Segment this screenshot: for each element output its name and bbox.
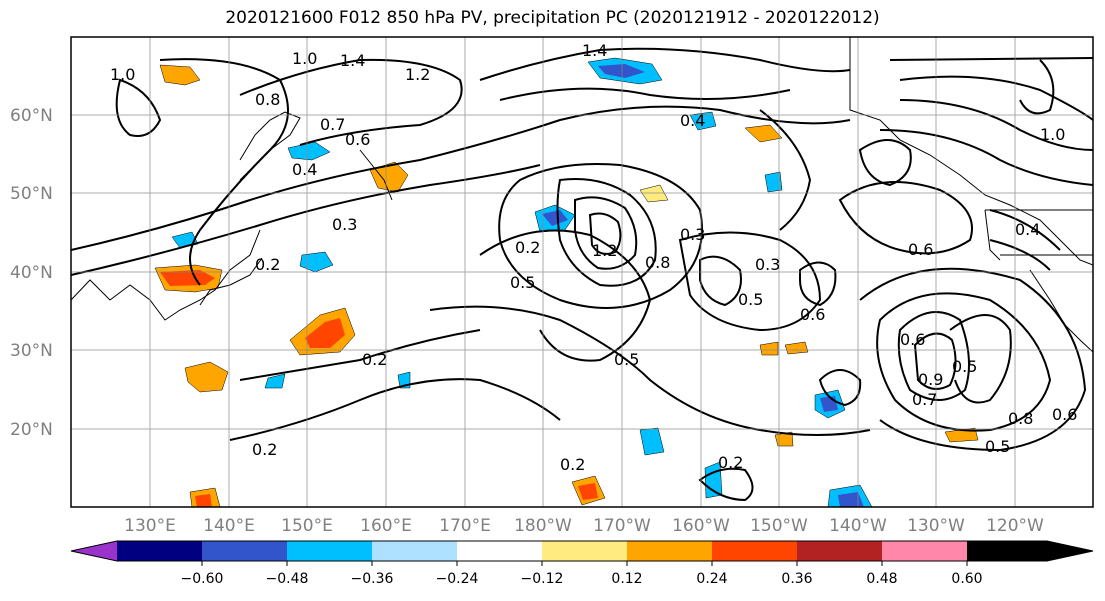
contour-label: 0.5 — [510, 273, 535, 292]
contour-label: 1.4 — [582, 41, 607, 60]
contour-label: 0.4 — [292, 160, 317, 179]
lon-label: 140°E — [203, 516, 255, 536]
colorbar-outline — [70, 540, 1094, 562]
colorbar-segment — [882, 541, 967, 561]
lon-label: 120°W — [986, 516, 1044, 536]
contour-label: 0.2 — [718, 453, 743, 472]
colorbar-tick-label: −0.60 — [181, 571, 224, 587]
colorbar-segment — [457, 541, 542, 561]
colorbar-segment — [71, 541, 117, 561]
contour-label: 0.2 — [560, 455, 585, 474]
contour-label: 0.4 — [680, 111, 705, 130]
colorbar-segment — [967, 541, 1093, 561]
colorbar-ticks — [201, 561, 968, 566]
contour-label: 0.8 — [1008, 409, 1033, 428]
pv-contours — [71, 47, 1093, 502]
lon-label: 180°W — [514, 516, 572, 536]
contour-label: 1.2 — [405, 65, 430, 84]
map-border — [70, 36, 1094, 508]
contour-label: 1.0 — [292, 49, 317, 68]
longitude-labels: 130°E 140°E 150°E 160°E 170°E 180°W 170°… — [124, 516, 1044, 536]
contour-label: 0.3 — [680, 225, 705, 244]
contour-label: 0.7 — [912, 390, 937, 409]
lat-label-20n: 20°N — [10, 420, 53, 440]
colorbar-tick-label: 0.48 — [866, 571, 897, 587]
lon-label: 150°E — [281, 516, 333, 536]
lat-label-40n: 40°N — [10, 263, 53, 283]
contour-labels: 1.0 1.4 1.2 0.8 0.6 0.4 0.3 0.2 0.5 0.7 … — [110, 41, 1077, 474]
colorbar-tick-label: −0.36 — [351, 571, 394, 587]
colorbar-tick-label: 0.24 — [696, 571, 727, 587]
contour-label: 0.2 — [362, 350, 387, 369]
contour-label: 0.5 — [952, 357, 977, 376]
contour-label: 0.8 — [255, 90, 280, 109]
colorbar: −0.60 −0.48 −0.36 −0.24 −0.12 0.12 0.24 … — [70, 540, 1094, 587]
lon-label: 150°W — [750, 516, 808, 536]
contour-label: 0.6 — [800, 305, 825, 324]
contour-label: 1.0 — [1040, 125, 1065, 144]
colorbar-tick-label: 0.60 — [951, 571, 982, 587]
colorbar-tick-label: −0.24 — [436, 571, 479, 587]
colorbar-segment — [202, 541, 287, 561]
contour-label: 0.5 — [985, 437, 1010, 456]
contour-label: 0.2 — [255, 255, 280, 274]
gridlines — [71, 37, 1093, 507]
contour-label: 1.0 — [110, 65, 135, 84]
colorbar-tick-label: 0.36 — [781, 571, 812, 587]
contour-label: 0.2 — [252, 440, 277, 459]
contour-label: 0.9 — [918, 370, 943, 389]
contour-label: 0.3 — [332, 215, 357, 234]
contour-label: 0.4 — [1015, 220, 1040, 239]
colorbar-segment — [287, 541, 372, 561]
lat-label-50n: 50°N — [10, 184, 53, 204]
contour-label: 0.5 — [614, 350, 639, 369]
lon-label: 160°E — [360, 516, 412, 536]
colorbar-segment — [542, 541, 627, 561]
colorbar-segment — [117, 541, 202, 561]
colorbar-segment — [372, 541, 457, 561]
lon-label: 160°W — [672, 516, 730, 536]
contour-label: 1.2 — [592, 241, 617, 260]
contour-label: 0.6 — [345, 130, 370, 149]
contour-label: 0.3 — [755, 255, 780, 274]
lon-label: 130°E — [124, 516, 176, 536]
lat-label-30n: 30°N — [10, 341, 53, 361]
contour-label: 0.6 — [1052, 405, 1077, 424]
latitude-labels: 60°N 50°N 40°N 30°N 20°N — [10, 106, 53, 440]
colorbar-tick-label: −0.48 — [266, 571, 309, 587]
lon-label: 140°W — [829, 516, 887, 536]
lon-label: 170°W — [593, 516, 651, 536]
contour-label: 0.7 — [320, 115, 345, 134]
contour-label: 0.5 — [738, 290, 763, 309]
colorbar-segment — [712, 541, 797, 561]
colorbar-tick-label: 0.12 — [611, 571, 642, 587]
contour-label: 0.8 — [645, 253, 670, 272]
contour-label: 0.6 — [908, 240, 933, 259]
lon-label: 170°E — [439, 516, 491, 536]
colorbar-segment — [797, 541, 882, 561]
colorbar-segment — [627, 541, 712, 561]
map-title: 2020121600 F012 850 hPa PV, precipitatio… — [225, 8, 880, 28]
colorbar-tick-label: −0.12 — [521, 571, 564, 587]
contour-label: 0.2 — [515, 238, 540, 257]
lat-label-60n: 60°N — [10, 106, 53, 126]
lon-label: 130°W — [907, 516, 965, 536]
contour-label: 1.4 — [340, 51, 365, 70]
contour-label: 0.6 — [900, 330, 925, 349]
